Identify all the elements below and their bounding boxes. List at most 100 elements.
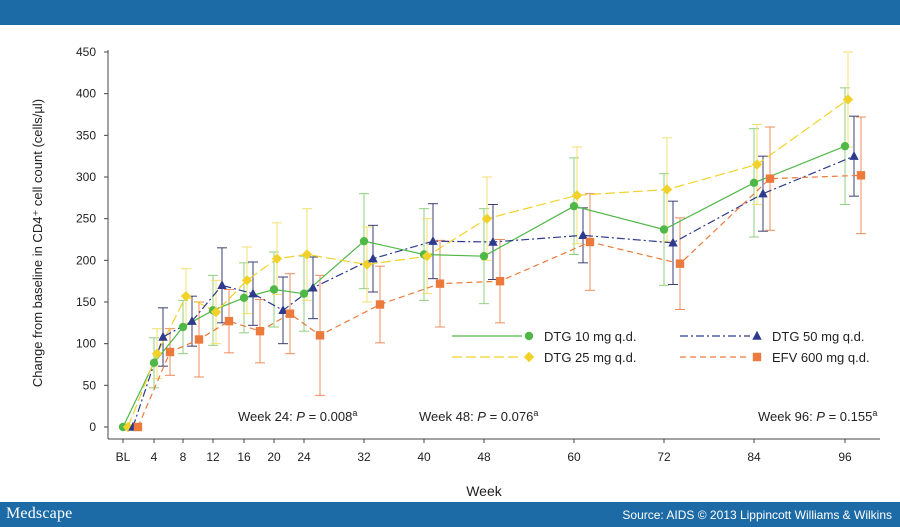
legend-marker xyxy=(752,352,762,362)
y-tick-label: 100 xyxy=(76,337,96,351)
x-tick-label: 40 xyxy=(417,450,431,464)
data-point xyxy=(255,326,265,336)
legend-marker xyxy=(752,330,762,340)
data-point xyxy=(749,178,759,188)
data-point xyxy=(278,305,288,315)
p-value-annotations: Week 24: P = 0.008a Week 48: P = 0.076a We… xyxy=(238,408,877,424)
data-point xyxy=(149,358,159,368)
data-point xyxy=(368,253,378,263)
data-point xyxy=(488,236,498,246)
data-point xyxy=(151,348,163,359)
data-point xyxy=(194,335,204,344)
data-point xyxy=(239,293,249,303)
top-banner xyxy=(0,0,900,25)
y-tick-label: 450 xyxy=(76,45,96,59)
data-point xyxy=(285,309,295,318)
legend-label: DTG 10 mg q.d. xyxy=(544,329,636,344)
source-credit: Source: AIDS © 2013 Lippincott Williams … xyxy=(622,508,892,522)
p-value-annotation: Week 24: P = 0.008a xyxy=(238,408,357,424)
error-bars xyxy=(149,51,866,396)
legend-marker xyxy=(524,331,534,341)
series-line-2 xyxy=(132,155,855,428)
x-tick-label: 8 xyxy=(180,450,187,464)
data-point xyxy=(315,331,325,340)
bottom-banner: Medscape Source: AIDS © 2013 Lippincott … xyxy=(0,502,900,527)
x-tick-label: 20 xyxy=(267,450,281,464)
y-tick-label: 300 xyxy=(76,170,96,184)
data-point xyxy=(659,225,669,234)
data-point xyxy=(187,315,197,325)
data-point xyxy=(585,237,595,247)
data-point xyxy=(661,184,673,195)
series-lines xyxy=(122,99,862,428)
legend-label: DTG 25 mg q.d. xyxy=(544,350,636,365)
x-tick-label: 48 xyxy=(477,450,491,464)
data-point xyxy=(301,249,313,260)
legend-item: EFV 600 mg q.d. xyxy=(680,350,870,365)
legend-item: DTG 10 mg q.d. xyxy=(452,329,636,344)
x-tick-label: 84 xyxy=(747,450,761,464)
data-point xyxy=(495,276,505,286)
data-point xyxy=(361,259,373,270)
x-axis-label: Week xyxy=(466,483,503,499)
y-tick-label: 350 xyxy=(76,128,96,142)
data-point xyxy=(856,171,866,180)
data-point xyxy=(241,275,253,286)
data-point xyxy=(428,235,438,245)
data-point xyxy=(299,289,309,298)
x-tick-label: 16 xyxy=(237,450,251,464)
x-tick-label: 32 xyxy=(357,450,371,464)
medscape-logo[interactable]: Medscape xyxy=(6,505,73,522)
y-tick-label: 50 xyxy=(83,378,97,392)
data-point xyxy=(421,250,433,262)
data-point xyxy=(217,280,227,290)
data-point xyxy=(210,306,222,318)
data-point xyxy=(765,174,775,183)
series-markers xyxy=(118,94,866,433)
y-tick-label: 200 xyxy=(76,253,96,267)
x-tick-label: 60 xyxy=(567,450,581,464)
data-point xyxy=(840,141,850,151)
x-tick-label: 24 xyxy=(297,450,311,464)
data-point xyxy=(758,188,768,198)
data-point xyxy=(224,316,234,326)
data-point xyxy=(668,237,678,247)
legend-label: EFV 600 mg q.d. xyxy=(772,350,870,365)
data-point xyxy=(133,422,143,432)
data-point xyxy=(435,279,445,288)
legend-item: DTG 25 mg q.d. xyxy=(452,350,636,365)
data-point xyxy=(849,150,859,160)
chart-legend: DTG 10 mg q.d. DTG 25 mg q.d. DTG 50 mg q.… xyxy=(452,329,870,365)
y-tick-label: 150 xyxy=(76,295,96,309)
p-value-annotation: Week 96: P = 0.155a xyxy=(758,408,877,424)
data-point xyxy=(481,213,493,224)
data-point xyxy=(375,300,385,309)
data-point xyxy=(479,251,489,261)
series-line-1 xyxy=(127,99,849,428)
data-point xyxy=(122,421,134,433)
x-tick-label: 4 xyxy=(151,450,158,464)
y-axis-label: Change from baseline in CD4⁺ cell count … xyxy=(30,99,45,387)
data-point xyxy=(675,259,685,268)
y-tick-label: 400 xyxy=(76,87,96,101)
legend-label: DTG 50 mg q.d. xyxy=(772,329,864,344)
data-point xyxy=(571,190,583,201)
data-point xyxy=(751,159,763,170)
data-point xyxy=(180,290,192,302)
data-point xyxy=(308,282,318,292)
data-point xyxy=(178,322,188,332)
x-tick-label: 96 xyxy=(838,450,852,464)
data-point xyxy=(165,347,175,357)
x-tick-label: 72 xyxy=(657,450,671,464)
x-tick-label: BL xyxy=(116,450,131,464)
data-point xyxy=(248,288,258,298)
data-point xyxy=(842,94,854,105)
data-point xyxy=(359,236,369,246)
y-tick-label: 0 xyxy=(89,420,96,434)
legend-marker xyxy=(523,351,535,363)
p-value-annotation: Week 48: P = 0.076a xyxy=(419,408,538,424)
data-point xyxy=(271,253,283,264)
y-tick-label: 250 xyxy=(76,212,96,226)
